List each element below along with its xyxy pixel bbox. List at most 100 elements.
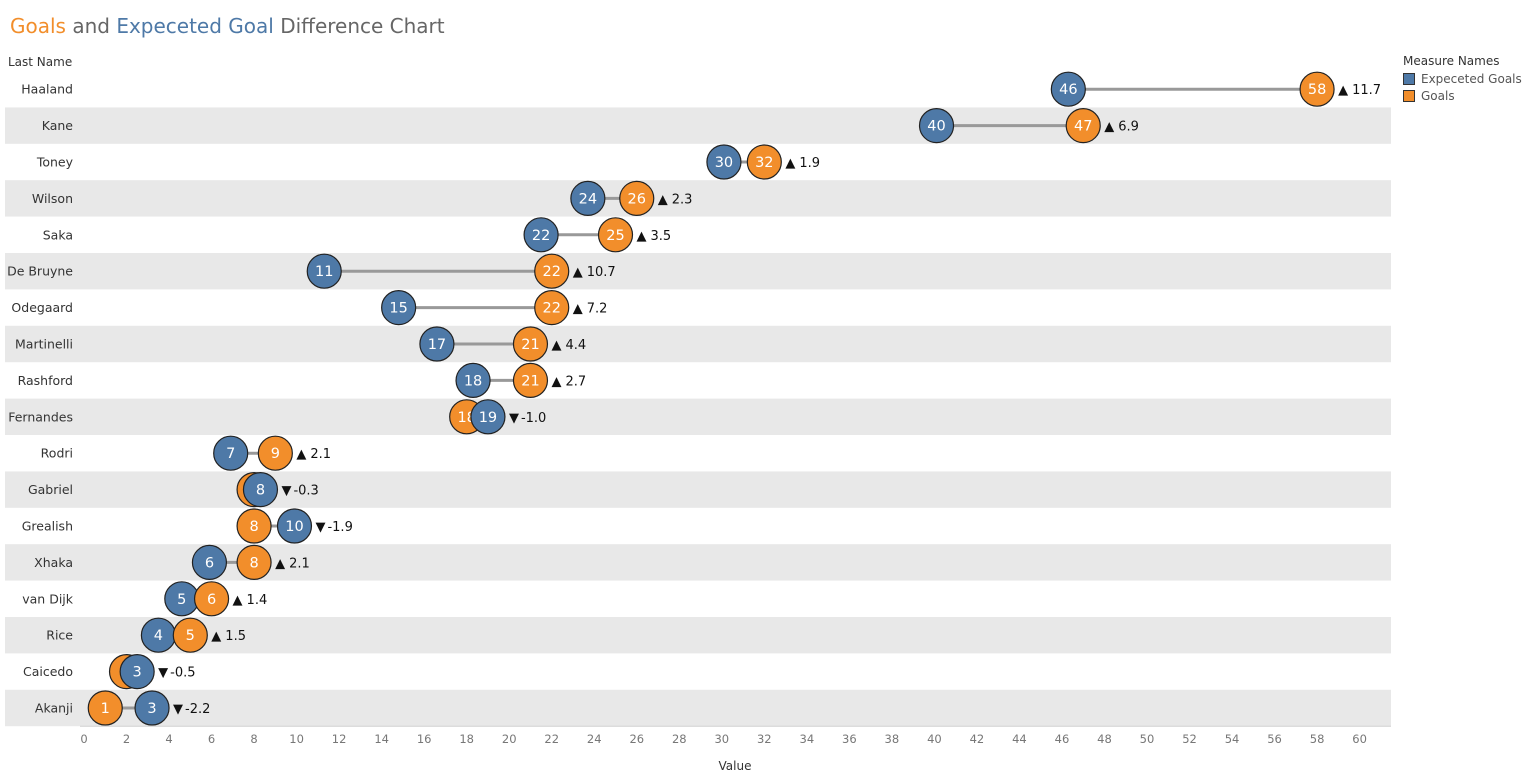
expected-goals-dot	[119, 653, 155, 690]
row-label: Toney	[36, 155, 74, 170]
difference-label: -1.0	[521, 411, 546, 426]
expected-goals-label: 11	[315, 264, 333, 280]
row-label: Kane	[42, 118, 74, 133]
expected-goals-label: 3	[147, 701, 156, 717]
x-tick-label: 30	[714, 732, 729, 746]
difference-label: -2.2	[185, 702, 210, 717]
x-tick-label: 22	[544, 732, 559, 746]
x-tick-label: 34	[800, 732, 815, 746]
row-label: Grealish	[22, 519, 73, 534]
row-label: Caicedo	[23, 664, 73, 679]
goals-label: 9	[271, 446, 280, 462]
goals-label: 25	[606, 228, 624, 244]
goals-label: 8	[249, 519, 258, 535]
goals-dot	[746, 144, 782, 180]
x-tick-label: 12	[332, 732, 347, 746]
x-tick-label: 46	[1055, 732, 1070, 746]
legend-item-goals[interactable]: Goals	[1403, 89, 1522, 103]
row-band	[5, 617, 1391, 654]
goals-label: 22	[542, 301, 560, 317]
expected-goals-label: 24	[579, 191, 597, 207]
title-goals: Goals	[10, 14, 66, 38]
goals-label: 47	[1074, 119, 1092, 135]
row-band	[5, 253, 1391, 290]
goals-dot	[193, 581, 230, 617]
expected-goals-dot	[523, 217, 559, 253]
x-tick-label: 38	[885, 732, 900, 746]
expected-goals-label: 5	[177, 592, 186, 608]
x-tick-label: 20	[502, 732, 517, 746]
chart-title: Goals and Expeceted Goal Difference Char…	[10, 14, 445, 38]
x-tick-label: 2	[123, 732, 130, 746]
goals-dot	[257, 435, 293, 471]
title-expected-goal: Expeceted Goal	[116, 14, 274, 38]
goals-dot	[534, 253, 570, 289]
difference-label: 2.3	[672, 192, 693, 207]
x-tick-label: 16	[417, 732, 432, 746]
expected-goals-dot	[918, 107, 955, 144]
expected-goals-dot	[276, 508, 313, 544]
up-arrow-icon: ▲	[296, 447, 306, 462]
expected-goals-label: 7	[226, 446, 235, 462]
expected-goals-label: 6	[205, 555, 214, 571]
expected-goals-dot	[455, 362, 491, 398]
row-band	[5, 471, 1391, 508]
row-band	[5, 325, 1391, 363]
up-arrow-icon: ▲	[233, 593, 243, 608]
difference-label: 2.1	[310, 447, 331, 462]
goals-dot	[512, 326, 549, 362]
difference-label: 7.2	[587, 302, 608, 317]
expected-goals-dot	[134, 690, 170, 726]
difference-label: 4.4	[565, 338, 586, 353]
legend-item-expected-goals[interactable]: Expeceted Goals	[1403, 72, 1522, 86]
expected-goals-dot	[1050, 71, 1086, 107]
x-tick-label: 18	[459, 732, 474, 746]
goals-dot	[87, 690, 123, 726]
goals-dot	[597, 217, 634, 253]
goals-label: 6	[207, 592, 216, 608]
x-tick-label: 42	[970, 732, 985, 746]
legend-swatch-expected-goals	[1403, 73, 1415, 85]
difference-label: -0.5	[170, 666, 195, 681]
difference-label: 1.4	[247, 593, 268, 608]
row-label: Fernandes	[8, 409, 73, 424]
x-tick-label: 50	[1140, 732, 1155, 746]
legend-label-goals: Goals	[1421, 89, 1455, 103]
row-header: Last Name	[8, 55, 72, 69]
row-label: Wilson	[32, 191, 73, 206]
down-arrow-icon: ▼	[315, 520, 325, 535]
up-arrow-icon: ▲	[785, 156, 795, 171]
goals-dot	[1299, 71, 1335, 107]
expected-goals-label: 3	[133, 665, 142, 681]
row-label: Akanji	[35, 701, 73, 716]
up-arrow-icon: ▲	[1338, 83, 1348, 98]
up-arrow-icon: ▲	[551, 338, 561, 353]
goals-dot	[512, 362, 549, 398]
goals-label: 58	[1308, 82, 1326, 98]
up-arrow-icon: ▲	[1104, 120, 1114, 135]
title-and: and	[65, 14, 117, 38]
x-tick-label: 56	[1267, 732, 1282, 746]
expected-goals-label: 10	[285, 519, 303, 535]
expected-goals-dot	[306, 253, 342, 289]
x-tick-label: 36	[842, 732, 857, 746]
x-tick-label: 0	[80, 732, 87, 746]
goals-dot	[534, 290, 570, 326]
down-arrow-icon: ▼	[281, 484, 291, 499]
expected-goals-dot	[191, 544, 228, 581]
legend: Measure Names Expeceted Goals Goals	[1403, 54, 1522, 106]
up-arrow-icon: ▲	[573, 302, 583, 317]
expected-goals-dot	[242, 472, 279, 508]
expected-goals-label: 46	[1059, 82, 1077, 98]
row-label: Saka	[43, 227, 73, 242]
row-label: Rodri	[41, 446, 73, 461]
difference-label: 3.5	[651, 229, 672, 244]
goals-label: 8	[249, 555, 258, 571]
legend-label-expected-goals: Expeceted Goals	[1421, 72, 1522, 86]
x-tick-label: 40	[927, 732, 942, 746]
goals-dot	[1065, 107, 1101, 144]
row-band	[5, 689, 1391, 727]
expected-goals-dot	[381, 290, 417, 326]
expected-goals-label: 40	[927, 119, 945, 135]
up-arrow-icon: ▲	[637, 229, 647, 244]
